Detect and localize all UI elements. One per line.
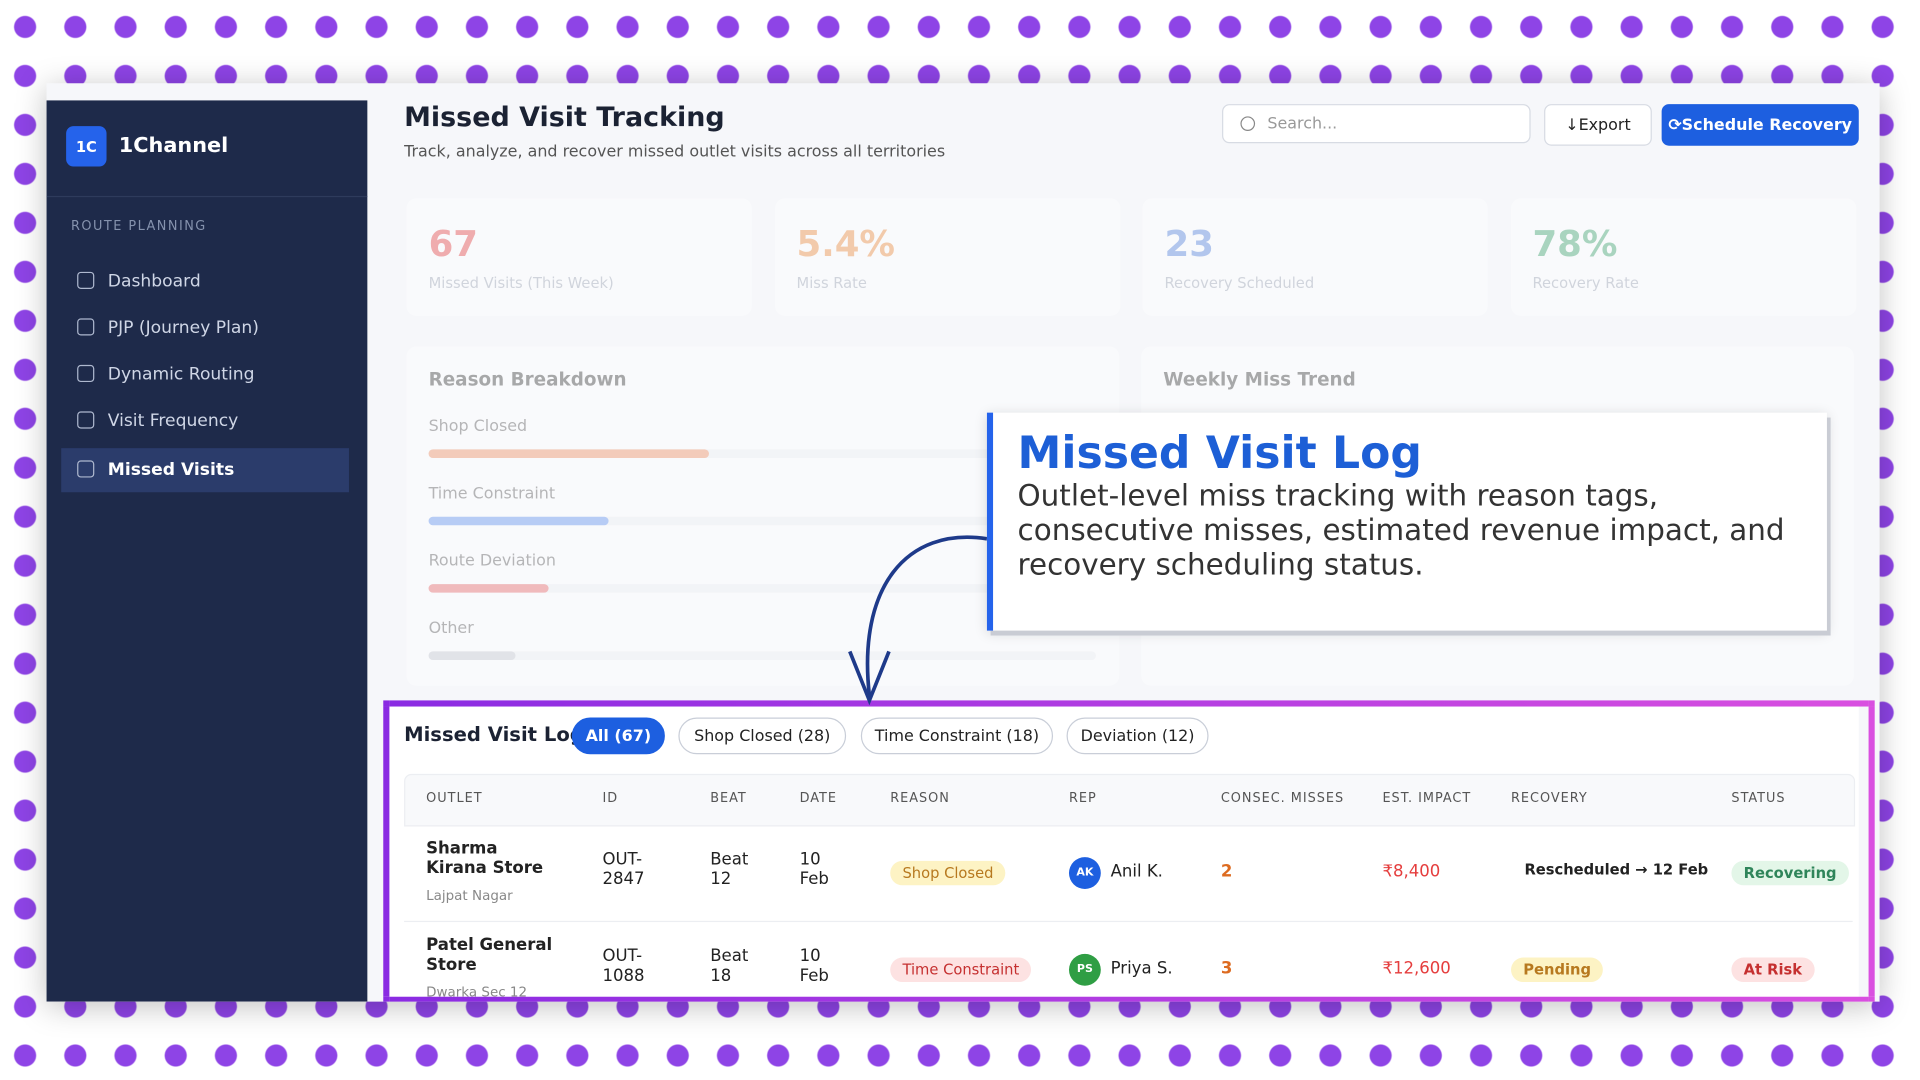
nav-item[interactable]: Dynamic Routing <box>61 353 349 397</box>
nav-item[interactable]: Visit Frequency <box>61 399 349 443</box>
kpi-value: 67 <box>428 222 478 265</box>
arrow-head <box>848 650 891 706</box>
kpi-label: Miss Rate <box>796 274 867 292</box>
callout-title: Missed Visit Log <box>1017 428 1422 479</box>
nav-label: Visit Frequency <box>107 411 239 432</box>
export-label: Export <box>1578 115 1631 135</box>
callout: Missed Visit Log Outlet-level miss track… <box>986 412 1827 631</box>
nav-item[interactable]: Dashboard <box>61 260 349 304</box>
nav-item[interactable]: Missed Visits <box>61 448 349 493</box>
export-button[interactable]: ↓ Export <box>1544 104 1652 146</box>
section-label: ROUTE PLANNING <box>71 219 207 234</box>
nav-label: Dashboard <box>107 271 201 292</box>
reason-label: Route Deviation <box>428 552 556 571</box>
reason-label: Shop Closed <box>428 417 528 436</box>
panel-title: Weekly Miss Trend <box>1163 368 1356 391</box>
brand: 1Channel <box>118 133 229 158</box>
kpi-value: 78% <box>1532 222 1618 265</box>
sidebar: 1C 1Channel ROUTE PLANNING Dashboard PJP … <box>46 100 368 1002</box>
nav-icon <box>77 460 95 478</box>
nav-label: Missed Visits <box>107 460 235 481</box>
logo: 1C <box>66 126 107 167</box>
kpi-label: Recovery Rate <box>1532 274 1639 292</box>
bar-track <box>428 651 1096 661</box>
reason-bar <box>428 449 709 458</box>
bar-track <box>428 449 1096 458</box>
page-title: Missed Visit Tracking <box>404 102 725 134</box>
kpi-card: 5.4% Miss Rate <box>774 198 1120 316</box>
nav-icon <box>77 318 95 336</box>
bar-track <box>428 584 1096 593</box>
kpi-card: 78% Recovery Rate <box>1510 198 1856 316</box>
search-box[interactable]: Search... <box>1222 104 1531 144</box>
search-placeholder: Search... <box>1267 114 1338 133</box>
bar-track <box>428 516 1096 526</box>
page-subtitle: Track, analyze, and recover missed outle… <box>404 143 946 162</box>
reason-label: Other <box>428 619 474 638</box>
kpi-value: 23 <box>1164 222 1214 265</box>
log-highlight <box>383 700 1875 1002</box>
kpi-card: 67 Missed Visits (This Week) <box>406 198 752 316</box>
schedule-label: Schedule Recovery <box>1681 115 1853 135</box>
panel-title: Reason Breakdown <box>428 368 627 391</box>
callout-body: Outlet-level miss tracking with reason t… <box>1017 478 1785 582</box>
arrow <box>865 535 988 696</box>
reason-bar <box>428 584 549 593</box>
nav-label: PJP (Journey Plan) <box>107 318 259 338</box>
kpi-label: Recovery Scheduled <box>1164 274 1315 292</box>
kpi-card: 23 Recovery Scheduled <box>1142 198 1488 316</box>
reason-bar <box>428 651 516 661</box>
nav-label: Dynamic Routing <box>107 364 255 385</box>
nav-item[interactable]: PJP (Journey Plan) <box>61 306 349 350</box>
app-window: 1C 1Channel ROUTE PLANNING Dashboard PJP … <box>46 83 1880 1002</box>
divider <box>46 195 368 198</box>
nav-icon <box>77 271 95 289</box>
reason-label: Time Constraint <box>428 484 556 504</box>
schedule-button[interactable]: ⟳ Schedule Recovery <box>1661 104 1859 146</box>
kpi-value: 5.4% <box>796 222 896 265</box>
nav-icon <box>77 411 95 429</box>
nav-icon <box>77 364 95 383</box>
kpi-label: Missed Visits (This Week) <box>428 274 614 292</box>
reason-bar <box>428 516 609 526</box>
